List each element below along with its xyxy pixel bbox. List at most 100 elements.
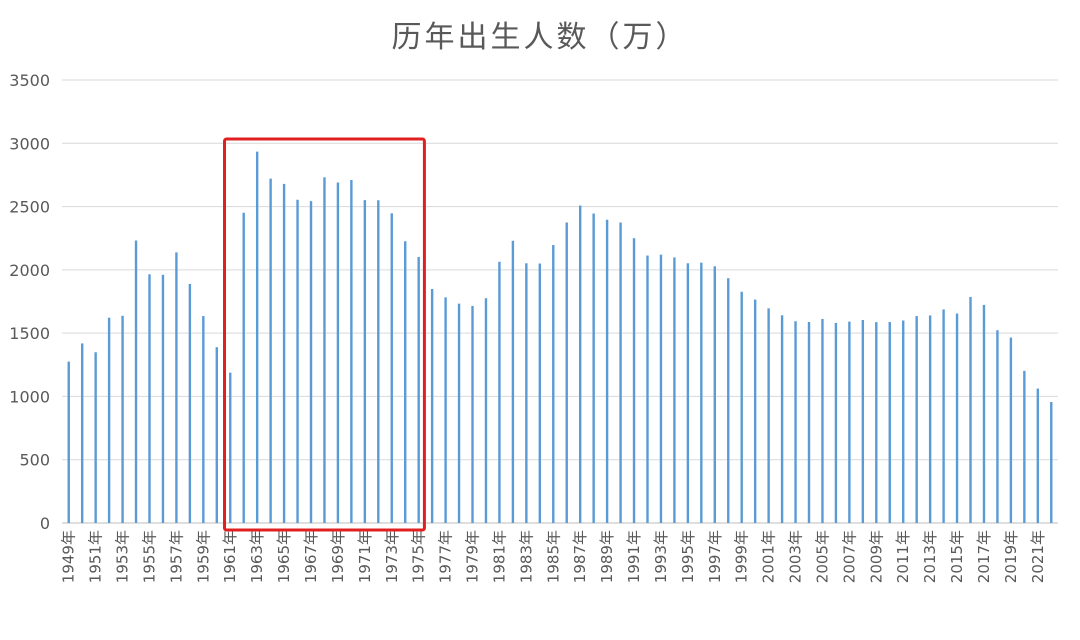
bar xyxy=(188,283,192,523)
x-tick-label: 1955年 xyxy=(140,530,158,583)
y-tick-label: 2500 xyxy=(9,198,50,217)
bar xyxy=(404,241,407,523)
x-tick-label: 2005年 xyxy=(813,530,831,583)
x-tick-label: 1997年 xyxy=(706,530,724,583)
bar xyxy=(390,213,393,523)
bar xyxy=(753,299,757,523)
bar xyxy=(444,297,447,523)
bar xyxy=(969,296,972,523)
bar xyxy=(686,263,690,523)
bar xyxy=(646,255,649,523)
bar xyxy=(350,179,353,523)
x-tick-label: 1999年 xyxy=(733,530,751,583)
x-tick-label: 1957年 xyxy=(167,530,185,583)
bar xyxy=(1050,401,1053,523)
bar xyxy=(848,321,851,523)
bar xyxy=(578,205,582,524)
x-tick-label: 1971年 xyxy=(356,530,374,583)
x-tick-label: 1991年 xyxy=(625,530,643,583)
bar xyxy=(861,319,865,523)
x-tick-label: 1981年 xyxy=(490,530,508,583)
bar xyxy=(242,212,245,523)
x-tick-label: 1965年 xyxy=(275,530,293,583)
bar xyxy=(673,257,676,523)
bar xyxy=(417,256,420,523)
bar xyxy=(80,343,84,523)
y-tick-label: 0 xyxy=(40,514,50,533)
x-tick-label: 1949年 xyxy=(60,530,78,583)
x-tick-label: 1975年 xyxy=(410,530,428,583)
x-tick-label: 1951年 xyxy=(87,530,105,583)
bar xyxy=(134,240,138,524)
bar xyxy=(282,183,286,523)
x-tick-label: 2009年 xyxy=(867,530,885,583)
bar xyxy=(659,254,663,523)
bar xyxy=(955,313,959,523)
bar xyxy=(807,322,811,523)
x-tick-label: 1995年 xyxy=(679,530,697,583)
x-tick-label: 2017年 xyxy=(975,530,993,583)
chart-title: 历年出生人数（万） xyxy=(391,20,689,55)
x-tick-label: 1977年 xyxy=(437,530,455,583)
bar xyxy=(821,318,824,523)
x-tick-label: 2011年 xyxy=(894,530,912,583)
bar xyxy=(457,303,461,523)
bar xyxy=(363,200,367,524)
y-tick-label: 3500 xyxy=(9,71,50,90)
x-tick-label: 2015年 xyxy=(948,530,966,583)
bar xyxy=(471,305,474,523)
bar xyxy=(175,252,178,523)
x-tick-label: 1979年 xyxy=(464,530,482,583)
bar xyxy=(1036,388,1040,523)
bar xyxy=(605,219,609,523)
y-tick-label: 1000 xyxy=(9,387,50,406)
x-tick-label: 1967年 xyxy=(302,530,320,583)
bar xyxy=(834,322,838,523)
bar xyxy=(592,213,595,524)
bar xyxy=(1009,337,1013,523)
x-tick-label: 1985年 xyxy=(544,530,562,583)
bar xyxy=(296,199,299,523)
bar xyxy=(255,151,259,523)
bar xyxy=(888,322,891,523)
bar xyxy=(780,315,784,523)
bar xyxy=(767,308,770,523)
y-tick-label: 1500 xyxy=(9,324,50,343)
bar xyxy=(336,182,340,523)
bar xyxy=(107,317,111,523)
bar xyxy=(229,372,232,523)
y-tick-label: 3000 xyxy=(9,134,50,153)
bar xyxy=(484,298,488,523)
y-axis-tick-labels: 0 500 1000 1500 2000 2500 3000 3500 xyxy=(9,71,50,533)
bar xyxy=(525,263,528,523)
bar xyxy=(323,177,326,523)
bar xyxy=(498,261,501,523)
bar xyxy=(875,322,878,523)
bar xyxy=(794,321,797,523)
bar xyxy=(161,274,165,523)
x-tick-label: 1993年 xyxy=(652,530,670,583)
bar xyxy=(902,320,905,523)
bar xyxy=(67,361,70,523)
bar xyxy=(565,222,568,524)
bar xyxy=(377,200,380,523)
bar xyxy=(269,178,272,524)
y-tick-label: 2000 xyxy=(9,261,50,280)
bar xyxy=(700,262,703,523)
bar xyxy=(713,266,716,523)
x-tick-label: 1963年 xyxy=(248,530,266,583)
x-tick-label: 1983年 xyxy=(517,530,535,583)
x-axis-tick-labels: 1949年 1951年 1953年 1955年 1957年 1959年 1961年 1963年… xyxy=(60,530,1047,583)
bar xyxy=(215,347,218,523)
x-tick-label: 1989年 xyxy=(598,530,616,583)
x-tick-label: 1969年 xyxy=(329,530,347,583)
x-tick-label: 2013年 xyxy=(921,530,939,583)
bar xyxy=(309,201,313,524)
bar xyxy=(94,352,97,523)
highlight-box xyxy=(223,137,426,532)
bar xyxy=(619,222,622,524)
bar xyxy=(740,291,743,523)
bar xyxy=(552,245,555,524)
bar xyxy=(982,304,986,523)
